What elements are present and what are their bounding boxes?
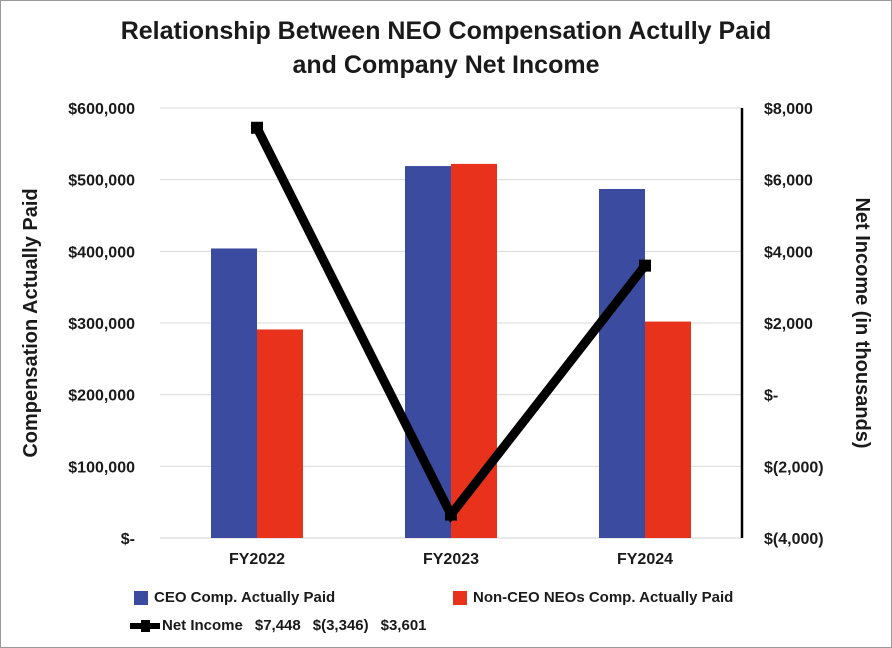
y-tick-label: $500,000 [68,173,135,190]
legend-net-income-value-fy2024: $3,601 [380,617,427,634]
legend-ceo: CEO Comp. Actually Paid [134,589,335,606]
y2-axis-title: Net Income (in thousands) [851,197,873,448]
legend-net-income-value-fy2022: $7,448 [254,617,301,634]
legend-net-income-value-fy2023: $(3,346) [312,617,369,634]
y2-tick-label: $2,000 [764,316,813,333]
chart-title: Relationship Between NEO Compensation Ac… [0,14,892,82]
bar-non-ceo-fy2022 [257,329,303,538]
legend-ceo-label: CEO Comp. Actually Paid [154,589,336,606]
y-tick-label: $100,000 [68,459,135,476]
bar-non-ceo-fy2024 [645,321,691,538]
chart-title-line-1: Relationship Between NEO Compensation Ac… [120,17,772,45]
x-tick-label: FY2024 [617,551,673,568]
net-income-point-fy2022 [251,121,263,134]
y-tick-label: $600,000 [68,101,135,118]
net-income-point-fy2023 [445,508,457,521]
y2-tick-label: $- [764,388,778,405]
y-tick-label: $300,000 [68,316,135,333]
legend-net-income: Net Income $7,448 $(3,346) $3,601 [130,617,427,634]
bar-non-ceo-fy2023 [451,163,497,538]
y2-tick-label: $4,000 [764,244,813,261]
x-tick-label: FY2022 [229,551,285,568]
y-tick-label: $400,000 [68,244,135,261]
y2-tick-label: $(2,000) [764,459,824,476]
legend-non-ceo-label: Non-CEO NEOs Comp. Actually Paid [473,589,734,606]
legend-non-ceo: Non-CEO NEOs Comp. Actually Paid [453,589,733,606]
y2-tick-label: $(4,000) [764,531,824,548]
legend-net-income-label: Net Income [162,617,243,634]
y2-tick-label: $8,000 [764,101,813,118]
y2-tick-label: $6,000 [764,173,813,190]
y-axis-title: Compensation Actually Paid [20,188,42,457]
legend-net-income-swatch [130,619,160,632]
legend-non-ceo-swatch [453,590,467,605]
x-tick-label: FY2023 [423,551,479,568]
net-income-point-fy2024 [639,259,651,272]
y-tick-label: $- [121,531,135,548]
chart-title-line-2: and Company Net Income [292,51,600,79]
bar-ceo-fy2023 [405,166,451,539]
y-tick-label: $200,000 [68,388,135,405]
legend-ceo-swatch [134,590,148,605]
bar-ceo-fy2022 [211,248,257,538]
bar-ceo-fy2024 [599,188,645,538]
